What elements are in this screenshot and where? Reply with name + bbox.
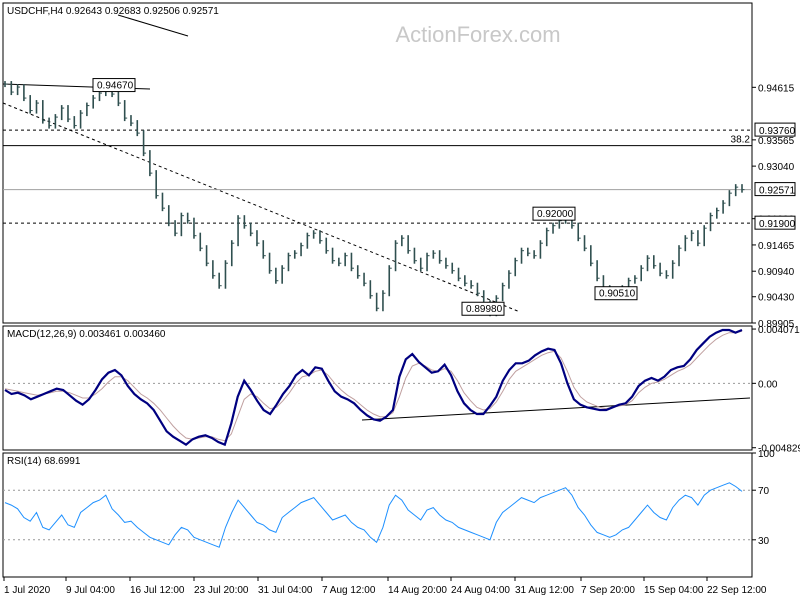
x-tick-label-5: 7 Aug 12:00 (322, 585, 376, 596)
macd-panel-title: MACD(12,26,9) 0.003461 0.003460 (7, 329, 166, 340)
annotation-label-2: 0.90510 (599, 289, 636, 300)
x-tick-label-11: 22 Sep 12:00 (707, 585, 767, 596)
y-tick-label-0-1: 0.93565 (758, 136, 795, 147)
rsi-panel-title: RSI(14) 68.6991 (7, 456, 81, 467)
level-label-0: 0.93760 (759, 126, 796, 137)
y-tick-label-0-0: 0.94615 (758, 83, 795, 94)
watermark: ActionForex.com (395, 22, 560, 47)
x-tick-label-2: 16 Jul 12:00 (130, 585, 185, 596)
y-tick-label-0-7: 0.89905 (758, 319, 795, 330)
macd-panel-frame (2, 325, 753, 451)
x-tick-label-0: 1 Jul 2020 (4, 585, 51, 596)
annotation-label-0: 0.94670 (97, 81, 134, 92)
level-label-3: 0.91900 (759, 219, 796, 230)
y-tick-label-1-2: -0.004829 (758, 444, 800, 455)
x-tick-label-4: 31 Jul 04:00 (258, 585, 313, 596)
macd-line (4, 328, 743, 447)
y-tick-label-1-1: 0.00 (758, 379, 778, 390)
annotation-label-1: 0.92000 (537, 209, 574, 220)
y-tick-label-2-0: 100 (758, 449, 775, 460)
annotation-box-3 (461, 301, 505, 316)
macd-trendline (361, 397, 751, 421)
rsi-panel-frame (2, 452, 753, 578)
level-box-3 (754, 215, 796, 230)
x-tick-label-1: 9 Jul 04:00 (66, 585, 115, 596)
annotation-box-1 (532, 206, 576, 221)
level-label-2: 0.92571 (759, 186, 796, 197)
y-tick-label-1-0: 0.004071 (758, 325, 800, 336)
y-tick-label-2-2: 30 (758, 536, 770, 547)
resistance-trendline (117, 14, 189, 37)
annotation-box-0 (92, 78, 136, 93)
x-tick-label-6: 14 Aug 20:00 (388, 585, 447, 596)
y-tick-label-0-4: 0.91465 (758, 241, 795, 252)
x-tick-label-8: 31 Aug 12:00 (515, 585, 574, 596)
y-tick-label-0-5: 0.90940 (758, 267, 795, 278)
price-panel-frame (2, 2, 753, 324)
y-tick-label-0-2: 0.93040 (758, 162, 795, 173)
rsi-line (4, 482, 743, 548)
y-tick-label-2-1: 70 (758, 486, 770, 497)
x-tick-label-9: 7 Sep 20:00 (581, 585, 635, 596)
level-box-0 (754, 122, 796, 137)
x-tick-label-3: 23 Jul 20:00 (194, 585, 249, 596)
fib-label: 38.2 (731, 135, 751, 146)
annotation-box-2 (594, 286, 638, 301)
annotation-label-3: 0.89980 (466, 304, 503, 315)
price-panel-title: USDCHF,H4 0.92643 0.92683 0.92506 0.9257… (7, 6, 219, 17)
y-tick-label-0-6: 0.90430 (758, 293, 795, 304)
x-tick-label-10: 15 Sep 04:00 (644, 585, 704, 596)
level-box-2 (754, 182, 796, 197)
x-tick-label-7: 24 Aug 04:00 (451, 585, 510, 596)
dashed-trendline (2, 102, 521, 313)
macd-signal-line (4, 330, 743, 442)
